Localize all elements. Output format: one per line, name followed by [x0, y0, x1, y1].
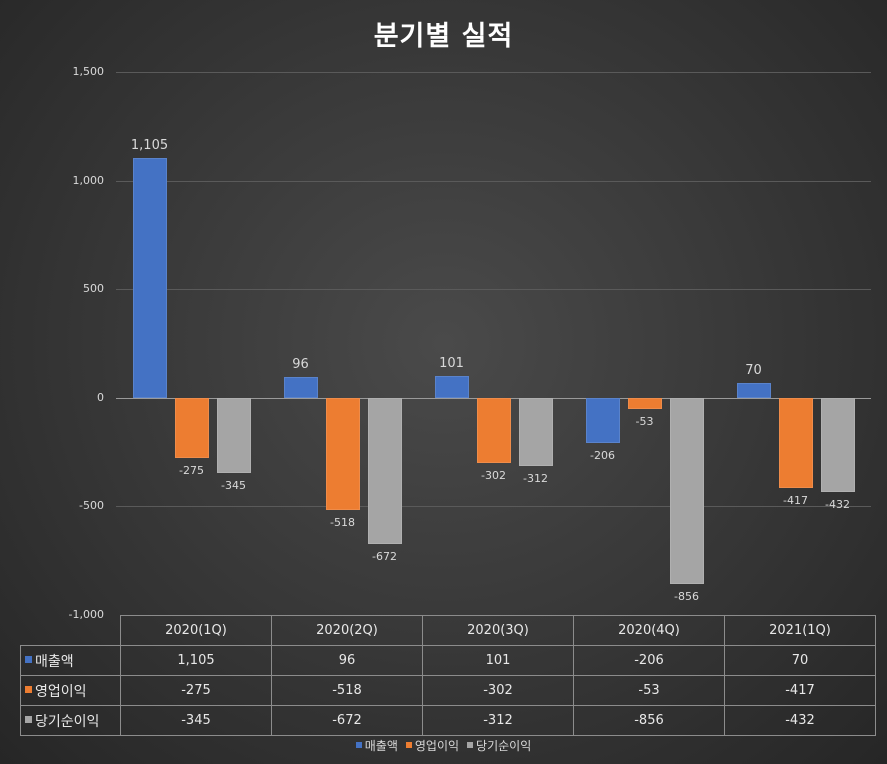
data-label: -312	[523, 471, 548, 485]
data-label: -53	[635, 415, 654, 429]
table-category-header: 2020(3Q)	[422, 615, 574, 646]
bar-영업이익-2020(1Q)	[174, 397, 209, 458]
gridline	[116, 72, 871, 73]
bar-매출액-2020(4Q)	[585, 397, 620, 443]
data-label: 70	[745, 362, 762, 378]
series-swatch	[25, 715, 32, 723]
table-row: 당기순이익 -345 -672 -312 -856 -432	[20, 705, 876, 736]
table-category-header: 2021(1Q)	[724, 615, 876, 646]
table-cell: -275	[120, 675, 272, 706]
data-label: -432	[825, 497, 850, 511]
bar-당기순이익-2021(1Q)	[820, 397, 855, 492]
legend: 매출액 영업이익 당기순이익	[0, 737, 887, 754]
series-swatch	[25, 655, 32, 663]
table-category-header: 2020(2Q)	[271, 615, 423, 646]
table-cell: 1,105	[120, 645, 272, 676]
chart-title: 분기별 실적	[373, 21, 514, 52]
table-series-label: 매출액	[20, 645, 121, 676]
data-label: 1,105	[130, 137, 169, 153]
bar-당기순이익-2020(3Q)	[518, 397, 553, 466]
bar-당기순이익-2020(4Q)	[669, 397, 704, 584]
bar-영업이익-2021(1Q)	[778, 397, 813, 489]
table-series-label: 당기순이익	[20, 705, 121, 736]
y-tick-label: 500	[83, 282, 104, 296]
y-tick-label: -500	[79, 499, 104, 513]
table-cell: -206	[573, 645, 725, 676]
data-label: -672	[372, 549, 397, 563]
bar-영업이익-2020(2Q)	[325, 397, 360, 511]
gridline	[116, 180, 871, 182]
bar-당기순이익-2020(2Q)	[367, 397, 402, 544]
table-corner	[20, 615, 121, 646]
table-category-header: 2020(1Q)	[120, 615, 272, 646]
data-label: -856	[674, 589, 699, 603]
table-cell: -417	[724, 675, 876, 706]
bar-매출액-2020(1Q)	[132, 157, 167, 398]
table-row: 매출액 1,105 96 101 -206 70	[20, 645, 876, 676]
y-tick-label: 0	[97, 390, 104, 404]
data-label: -518	[330, 516, 355, 530]
table-cell: 70	[724, 645, 876, 676]
table-cell: -302	[422, 675, 574, 706]
legend-item: 당기순이익	[467, 737, 531, 754]
table-cell: 96	[271, 645, 423, 676]
bar-영업이익-2020(4Q)	[627, 397, 662, 410]
legend-swatch	[467, 742, 474, 748]
table-header-row: 2020(1Q) 2020(2Q) 2020(3Q) 2020(4Q) 2021(1Q)	[20, 615, 876, 646]
table-category-header: 2020(4Q)	[573, 615, 725, 646]
table-cell: -312	[422, 705, 574, 736]
y-tick-label: 1,500	[72, 65, 105, 78]
bar-매출액-2020(3Q)	[434, 375, 469, 398]
data-label: 101	[439, 355, 464, 371]
data-table: 2020(1Q) 2020(2Q) 2020(3Q) 2020(4Q) 2021(1Q)…	[20, 615, 876, 736]
table-cell: -432	[724, 705, 876, 736]
legend-swatch	[405, 742, 412, 748]
table-cell: -345	[120, 705, 272, 736]
table-cell: 101	[422, 645, 574, 676]
gridline	[116, 506, 871, 508]
bar-당기순이익-2020(1Q)	[216, 397, 251, 473]
legend-swatch	[355, 742, 362, 748]
legend-item: 매출액	[355, 737, 398, 754]
data-label: -275	[179, 463, 204, 477]
table-cell: -856	[573, 705, 725, 736]
bar-매출액-2021(1Q)	[736, 382, 771, 398]
data-label: -206	[590, 448, 615, 462]
data-label: 96	[292, 356, 309, 372]
table-cell: -518	[271, 675, 423, 706]
gridline	[116, 289, 871, 291]
bar-매출액-2020(2Q)	[283, 376, 318, 398]
data-label: -345	[221, 478, 246, 492]
legend-item: 영업이익	[405, 737, 459, 754]
series-swatch	[25, 685, 32, 693]
table-cell: -53	[573, 675, 725, 706]
data-label: -417	[783, 494, 808, 508]
data-label: -302	[481, 469, 506, 483]
table-cell: -672	[271, 705, 423, 736]
table-series-label: 영업이익	[20, 675, 121, 706]
y-tick-label: 1,000	[72, 173, 105, 187]
table-row: 영업이익 -275 -518 -302 -53 -417	[20, 675, 876, 706]
bar-영업이익-2020(3Q)	[476, 397, 511, 464]
